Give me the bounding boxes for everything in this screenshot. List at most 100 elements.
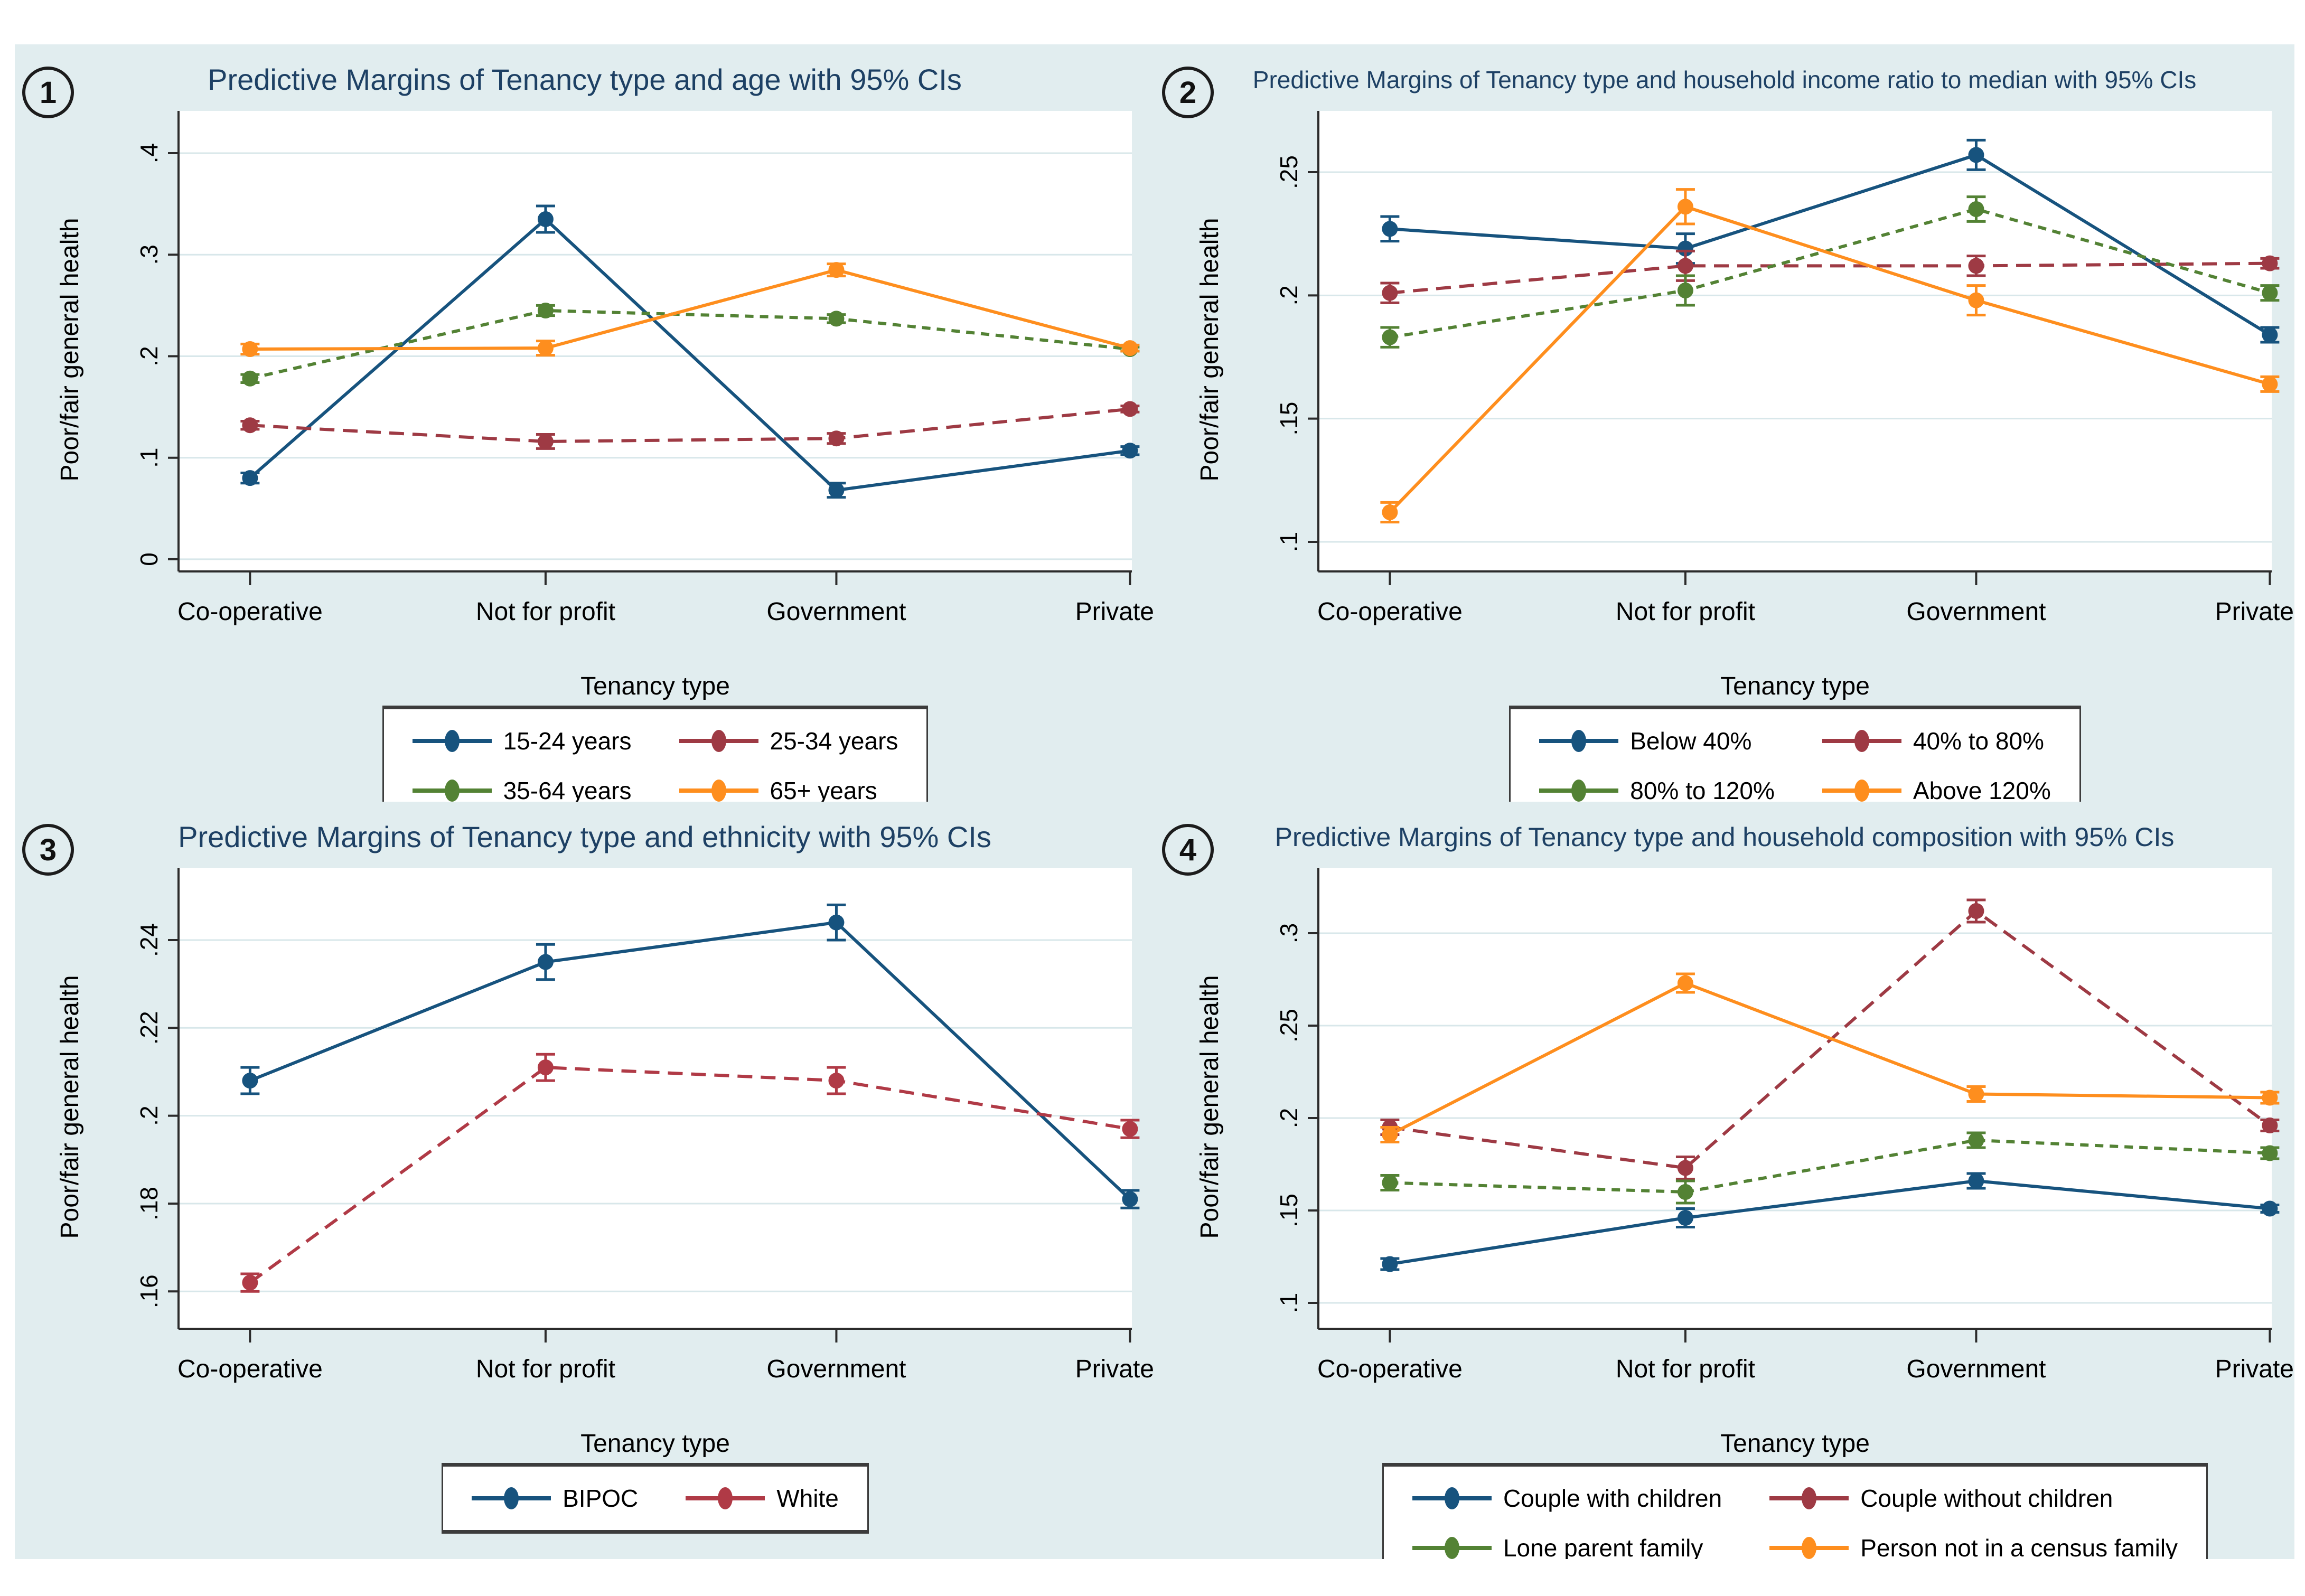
svg-text:.15: .15 <box>1275 402 1303 436</box>
x-axis-title: Tenancy type <box>580 672 730 700</box>
legend-line-marker-icon <box>1539 780 1619 802</box>
plot-area <box>179 111 1132 571</box>
legend-line-marker-icon <box>412 730 492 752</box>
legend-entry: 35-64 years <box>412 775 632 802</box>
legend-label: White <box>776 1485 839 1512</box>
x-axis-title: Tenancy type <box>1720 672 1870 700</box>
data-point-marker <box>1382 329 1398 345</box>
data-point-marker <box>1677 283 1693 298</box>
plot-area <box>179 868 1132 1329</box>
data-point-marker <box>537 433 554 449</box>
legend-entry: Below 40% <box>1539 725 1775 757</box>
data-point-marker <box>242 341 258 358</box>
svg-text:Private: Private <box>2215 598 2294 626</box>
svg-text:.3: .3 <box>135 245 163 265</box>
data-point-marker <box>2262 1200 2278 1217</box>
data-point-marker <box>828 430 845 447</box>
data-point-marker <box>828 482 845 499</box>
y-axis-title: Poor/fair general health <box>56 975 84 1239</box>
data-point-marker <box>828 311 845 327</box>
svg-text:.24: .24 <box>135 923 163 957</box>
data-point-marker <box>1968 147 1984 163</box>
legend-label: Above 120% <box>1913 777 2051 802</box>
legend-line-marker-icon <box>686 1487 765 1509</box>
svg-text:.16: .16 <box>135 1274 163 1308</box>
legend-entry: Couple with children <box>1412 1482 1722 1514</box>
series-65-years <box>240 262 1140 358</box>
legend-line-marker-icon <box>1412 1487 1492 1509</box>
svg-text:Government: Government <box>1906 1355 2046 1383</box>
panel-age: 1 Predictive Margins of Tenancy type and… <box>15 44 1155 802</box>
gridlines <box>179 152 1132 560</box>
legend-label: 25-34 years <box>770 727 898 755</box>
data-point-marker <box>1677 1160 1693 1176</box>
svg-text:Government: Government <box>1906 598 2046 626</box>
svg-text:0: 0 <box>135 552 163 566</box>
panel-title: Predictive Margins of Tenancy type and e… <box>178 820 991 853</box>
svg-text:.1: .1 <box>1275 1293 1303 1313</box>
plot-area <box>1318 868 2272 1329</box>
data-point-marker <box>1677 975 1693 991</box>
y-axis-title: Poor/fair general health <box>56 218 84 482</box>
y-axis-title: Poor/fair general health <box>1196 975 1224 1239</box>
data-point-marker <box>1382 221 1398 237</box>
series-25-34-years <box>240 401 1140 450</box>
legend-line-marker-icon <box>1822 780 1901 802</box>
legend-label: 80% to 120% <box>1630 777 1775 802</box>
y-tick-labels: .1 .15 .2 .25 .3 <box>1275 923 1318 1313</box>
legend-label: Couple without children <box>1860 1485 2113 1512</box>
legend-line-marker-icon <box>679 730 758 752</box>
svg-text:.2: .2 <box>135 1105 163 1125</box>
legend-age: 15-24 years 25-34 years 35-64 years 65+ yea… <box>382 706 929 802</box>
legend-label: 65+ years <box>770 777 877 802</box>
data-point-marker <box>537 211 554 227</box>
data-point-marker <box>1677 1184 1693 1200</box>
series-lone-parent-family <box>1380 1131 2280 1205</box>
svg-text:Co-operative: Co-operative <box>1317 598 1463 626</box>
legend-label: 15-24 years <box>503 727 632 755</box>
svg-text:.25: .25 <box>1275 1009 1303 1043</box>
x-axis-title: Tenancy type <box>580 1430 730 1458</box>
series-couple-with-children <box>1380 1172 2280 1272</box>
age-chart: 0 .1 .2 .3 .4 Poor/fair general health Co-oper… <box>56 111 1154 626</box>
legend-entry: 40% to 80% <box>1822 725 2051 757</box>
svg-text:.1: .1 <box>1275 532 1303 552</box>
legend-entry: Couple without children <box>1769 1482 2178 1514</box>
data-point-marker <box>2262 1118 2278 1133</box>
x-tick-labels: Co-operative Not for profit Government Priv… <box>1317 571 2294 626</box>
data-point-marker <box>1677 199 1693 215</box>
legend-label: Below 40% <box>1630 727 1752 755</box>
four-panel-margins-figure: 1 Predictive Margins of Tenancy type and… <box>15 44 2294 1559</box>
svg-text:Private: Private <box>1075 1355 1154 1383</box>
data-point-marker <box>828 1073 845 1089</box>
data-point-marker <box>1968 1132 1984 1148</box>
y-tick-labels: .16 .18 .2 .22 .24 <box>135 923 179 1308</box>
data-point-marker <box>537 954 554 970</box>
data-point-marker <box>1122 340 1138 356</box>
svg-text:Private: Private <box>2215 1355 2294 1383</box>
data-point-marker <box>1968 201 1984 217</box>
data-point-marker <box>537 302 554 318</box>
data-point-marker <box>2262 255 2278 271</box>
x-axis-title: Tenancy type <box>1720 1430 1870 1458</box>
data-point-marker <box>1677 258 1693 274</box>
svg-text:Not for profit: Not for profit <box>476 1355 615 1383</box>
svg-text:Not for profit: Not for profit <box>476 598 615 626</box>
svg-text:Co-operative: Co-operative <box>177 1355 323 1383</box>
data-point-marker <box>1122 401 1138 417</box>
legend-label: Lone parent family <box>1503 1534 1703 1559</box>
legend-entry: BIPOC <box>472 1482 638 1514</box>
panel-income: 2 Predictive Margins of Tenancy type and… <box>1155 44 2294 802</box>
legend-label: BIPOC <box>563 1485 639 1512</box>
data-point-marker <box>1122 1191 1138 1207</box>
legend-line-marker-icon <box>412 780 492 802</box>
data-point-marker <box>1382 1126 1398 1143</box>
data-point-marker <box>828 914 845 931</box>
data-point-marker <box>2262 327 2278 343</box>
panel-number-badge: 4 <box>1162 824 1214 876</box>
legend-entry: 25-34 years <box>679 725 898 757</box>
svg-text:.4: .4 <box>135 143 163 163</box>
gridlines <box>1318 932 2272 1304</box>
y-tick-labels: .1 .15 .2 .25 <box>1275 155 1318 552</box>
data-point-marker <box>1677 240 1693 257</box>
